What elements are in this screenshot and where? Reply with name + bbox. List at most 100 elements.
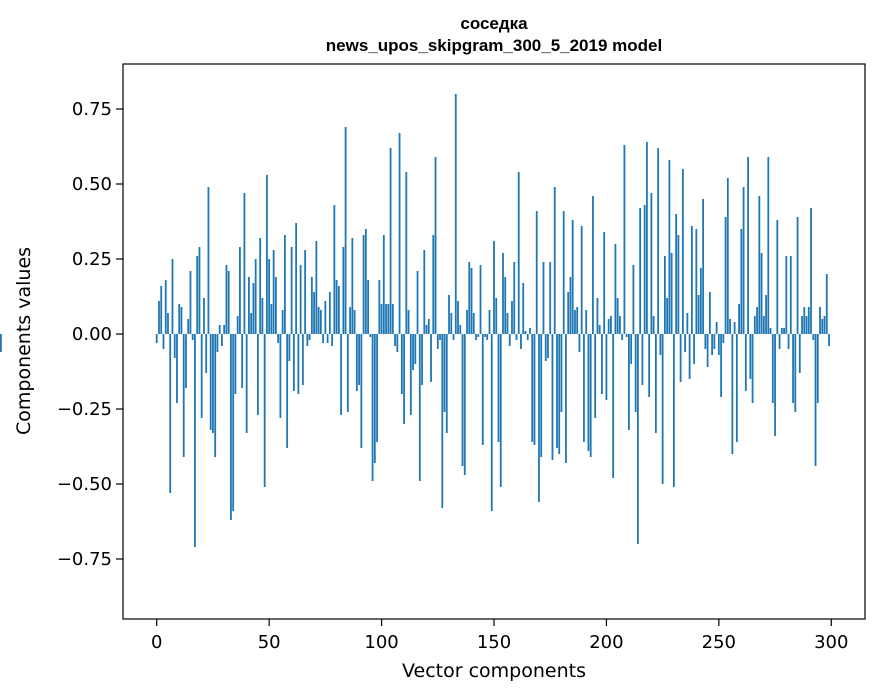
- bar-component-195: [594, 334, 597, 418]
- bar-component-2: [160, 286, 163, 334]
- bar-component-26: [214, 334, 217, 457]
- bar-component-138: [466, 310, 468, 334]
- bar-component-200: [605, 334, 608, 400]
- bar-component-9: [176, 334, 178, 403]
- bar-component-17: [194, 334, 196, 547]
- bar-component-101: [382, 235, 385, 334]
- y-tick-label: 0.25: [72, 249, 112, 270]
- bar-component-150: [493, 241, 495, 334]
- bar-component-287: [801, 316, 803, 334]
- bar-component-190: [583, 334, 585, 442]
- bar-component-64: [299, 265, 302, 334]
- x-tick-label: 300: [814, 632, 848, 653]
- bar-component-36: [236, 316, 239, 334]
- bar-component-182: [565, 334, 567, 463]
- bar-component-135: [459, 325, 462, 334]
- bar-component-114: [412, 334, 414, 370]
- bar-component-224: [659, 334, 662, 355]
- bar-component-143: [477, 334, 480, 337]
- bar-component-35: [234, 334, 237, 394]
- bar-component-57: [283, 235, 286, 334]
- bar-component-265: [751, 334, 754, 403]
- bar-component-259: [738, 304, 740, 334]
- bar-component-175: [549, 262, 552, 334]
- bar-component-298: [825, 274, 828, 334]
- bar-component-94: [367, 280, 369, 334]
- x-tick-label: 100: [364, 632, 398, 653]
- bar-component-4: [164, 280, 167, 334]
- bar-component-261: [742, 187, 745, 334]
- bar-component-243: [702, 199, 705, 334]
- bar-component-88: [353, 310, 356, 334]
- bar-component-76: [326, 334, 329, 343]
- bar-component-274: [771, 334, 774, 403]
- bar-component-29: [221, 334, 223, 346]
- bar-component-136: [461, 334, 464, 466]
- bar-component-34: [232, 334, 235, 511]
- bar-component-187: [576, 307, 579, 334]
- bar-component-201: [607, 319, 610, 334]
- bar-component-223: [657, 148, 660, 334]
- bar-component-171: [540, 334, 543, 457]
- bar-component-43: [252, 283, 255, 334]
- bar-component-170: [538, 334, 540, 502]
- bar-component-72: [317, 307, 320, 334]
- bar-component-19: [198, 247, 201, 334]
- bar-component-225: [661, 334, 664, 484]
- bar-component-285: [796, 217, 799, 334]
- bar-component-293: [814, 334, 817, 466]
- x-tick-label: 200: [589, 632, 623, 653]
- y-tick-label: 0.00: [72, 324, 112, 345]
- bar-component-161: [517, 172, 520, 334]
- bar-component-15: [189, 271, 192, 334]
- y-tick-label: 0.50: [72, 174, 112, 195]
- bar-component-183: [567, 292, 570, 334]
- bar-component-149: [490, 334, 493, 511]
- bar-component-168: [533, 334, 536, 445]
- bar-component-280: [785, 256, 788, 334]
- bar-component-141: [472, 313, 475, 334]
- bar-component-263: [747, 157, 749, 334]
- bar-component-109: [400, 334, 403, 394]
- bar-component-189: [580, 226, 583, 334]
- bar-component-250: [717, 334, 720, 355]
- bar-component-273: [769, 328, 772, 334]
- bar-component-185: [571, 220, 574, 334]
- bar-component-159: [513, 262, 516, 334]
- bar-component-286: [798, 334, 801, 373]
- bar-component-234: [681, 169, 684, 334]
- bar-component-158: [511, 301, 513, 334]
- bar-component-23: [207, 187, 210, 334]
- bar-component-296: [821, 319, 824, 334]
- bar-component-5: [167, 313, 169, 334]
- bar-component-226: [663, 256, 666, 334]
- bar-component-80: [335, 280, 338, 334]
- bar-component-256: [731, 334, 734, 454]
- bar-component-30: [223, 325, 226, 334]
- bar-component-248: [713, 334, 716, 349]
- bar-component-292: [812, 334, 815, 340]
- bar-component-99: [378, 280, 381, 334]
- bar-component-164: [524, 331, 527, 334]
- bar-component-41: [248, 277, 250, 334]
- bar-component-184: [569, 277, 572, 334]
- bar-component-104: [389, 148, 392, 334]
- bar-component-127: [441, 334, 444, 508]
- bar-component-180: [560, 334, 563, 412]
- bar-component-113: [409, 334, 412, 415]
- bar-component-209: [625, 334, 628, 337]
- bar-component-42: [250, 313, 253, 334]
- bar-component-134: [457, 301, 459, 334]
- bar-component-177: [553, 187, 556, 334]
- bar-component-146: [484, 334, 486, 337]
- bar-component-18: [196, 256, 199, 334]
- y-tick-label: −0.50: [57, 474, 112, 495]
- bar-component-222: [654, 334, 657, 433]
- bar-component-130: [448, 295, 450, 334]
- bar-component-89: [355, 334, 358, 391]
- bar-component-16: [191, 334, 194, 340]
- bar-component-283: [792, 334, 794, 403]
- bar-component-230: [672, 334, 675, 487]
- bar-component-82: [340, 334, 342, 415]
- bar-component-262: [744, 334, 747, 391]
